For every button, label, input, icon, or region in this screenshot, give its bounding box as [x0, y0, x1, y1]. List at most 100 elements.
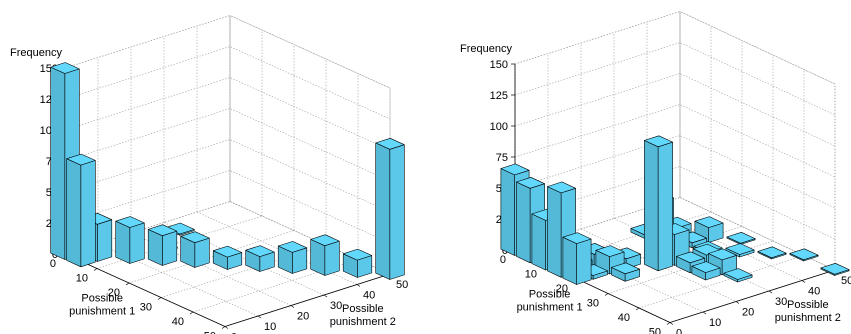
x-tick-label: 30: [587, 298, 599, 310]
bar-top-face: [723, 268, 753, 280]
bar-top-face: [277, 241, 308, 253]
bar-side-face: [562, 236, 577, 285]
bar-top-face: [789, 248, 819, 261]
y-tick-label: 40: [808, 286, 820, 298]
y-tick-label: 30: [775, 296, 787, 308]
bar-top-face: [245, 245, 275, 257]
bar-top-face: [115, 216, 145, 228]
bar-top-face: [757, 246, 787, 259]
z-tick-label: 150: [490, 59, 508, 71]
bar-front-face: [129, 222, 145, 264]
y-tick-label: 50: [841, 275, 851, 287]
y-tick-label: 40: [363, 290, 375, 302]
bar-top-face: [66, 153, 96, 166]
bar-3d: [611, 262, 640, 282]
bar-top-face: [310, 234, 340, 246]
x-tick-label: 50: [204, 331, 216, 334]
bar-3d: [277, 241, 308, 274]
bar-3d: [726, 232, 756, 245]
bar-top-face: [595, 245, 625, 257]
grid-walls: [64, 15, 391, 275]
bar-top-face: [212, 245, 243, 258]
y-tick-label: 10: [264, 321, 276, 333]
bar-3d: [342, 248, 373, 278]
z-tick-label: 125: [490, 90, 508, 102]
bar-front-face: [324, 240, 340, 276]
bar-top-face: [180, 231, 210, 243]
bar-3d: [644, 135, 673, 272]
y-axis-label: Possible punishment 2: [775, 299, 841, 324]
bar-front-face: [80, 160, 96, 268]
bar-side-face: [644, 140, 659, 272]
z-tick-label: 100: [490, 121, 508, 133]
bar-side-face: [531, 213, 546, 271]
x-tick-label: 0: [50, 258, 56, 270]
bar-top-face: [500, 163, 530, 176]
bar-top-face: [676, 251, 705, 264]
bar-top-face: [820, 262, 850, 275]
bar-top-face: [375, 138, 405, 150]
chart-left: 02550751001251500102030405001020304050Fr…: [10, 15, 408, 334]
bar-side-face: [500, 168, 515, 256]
bar-3d: [212, 245, 243, 270]
bar-side-face: [547, 186, 562, 278]
y-axis-label: Possible punishment 2: [330, 303, 396, 328]
bar-side-face: [50, 66, 66, 260]
bar-top-face: [611, 262, 640, 275]
bar-3d: [180, 231, 210, 268]
bar-side-face: [375, 142, 391, 280]
bar-3d: [310, 234, 340, 276]
y-tick-label: 10: [709, 317, 721, 329]
bar-front-face: [162, 230, 178, 266]
x-tick-label: 50: [649, 327, 661, 334]
bar-3d: [789, 248, 819, 262]
bar-top-face: [726, 232, 756, 244]
bar-3d: [66, 153, 96, 268]
bar-side-face: [516, 181, 531, 264]
bar-top-face: [644, 135, 673, 148]
y-tick-label: 50: [396, 279, 408, 291]
bar-top-face: [708, 248, 737, 261]
bar-top-face: [694, 216, 724, 228]
bar-3d: [820, 262, 850, 276]
bar-top-face: [147, 224, 178, 236]
z-axis-label: Frequency: [460, 43, 512, 55]
z-tick-label: 75: [496, 152, 508, 164]
x-axis-label: Possible punishment 1: [517, 289, 583, 314]
bar-top-face: [342, 248, 373, 261]
y-tick-label: 20: [297, 311, 309, 323]
bar-side-face: [115, 220, 131, 264]
bar-top-face: [516, 177, 545, 189]
bar-top-face: [562, 232, 592, 244]
bar-3d: [562, 232, 592, 285]
x-tick-label: 40: [618, 312, 630, 324]
bar-3d: [723, 268, 753, 283]
x-tick-label: 40: [172, 316, 184, 328]
bars: [500, 135, 850, 285]
bar-top-face: [725, 243, 755, 255]
y-tick-label: 20: [742, 307, 754, 319]
y-tick-label: 0: [231, 332, 237, 334]
bar-front-face: [657, 141, 673, 272]
x-tick-label: 0: [500, 254, 506, 266]
bar-top-face: [547, 181, 576, 194]
bar-3d: [375, 138, 405, 280]
x-tick-label: 10: [76, 273, 88, 285]
y-tick-label: 30: [330, 300, 342, 312]
bar-3d: [757, 246, 787, 260]
bar-top-face: [50, 62, 80, 74]
bars: [50, 62, 405, 280]
bar-front-face: [576, 238, 592, 285]
z-axis-label: Frequency: [10, 47, 62, 59]
bar-3d: [691, 261, 721, 281]
bar-top-face: [691, 261, 721, 273]
x-tick-label: 20: [556, 283, 568, 295]
bar-side-face: [66, 158, 82, 268]
x-tick-label: 30: [140, 302, 152, 314]
bar-3d: [245, 245, 275, 272]
bar-front-face: [97, 219, 113, 262]
chart-right: 02550751001251500102030405001020304050Fr…: [460, 11, 851, 334]
x-tick-label: 20: [108, 287, 120, 299]
x-tick-label: 10: [525, 269, 537, 281]
